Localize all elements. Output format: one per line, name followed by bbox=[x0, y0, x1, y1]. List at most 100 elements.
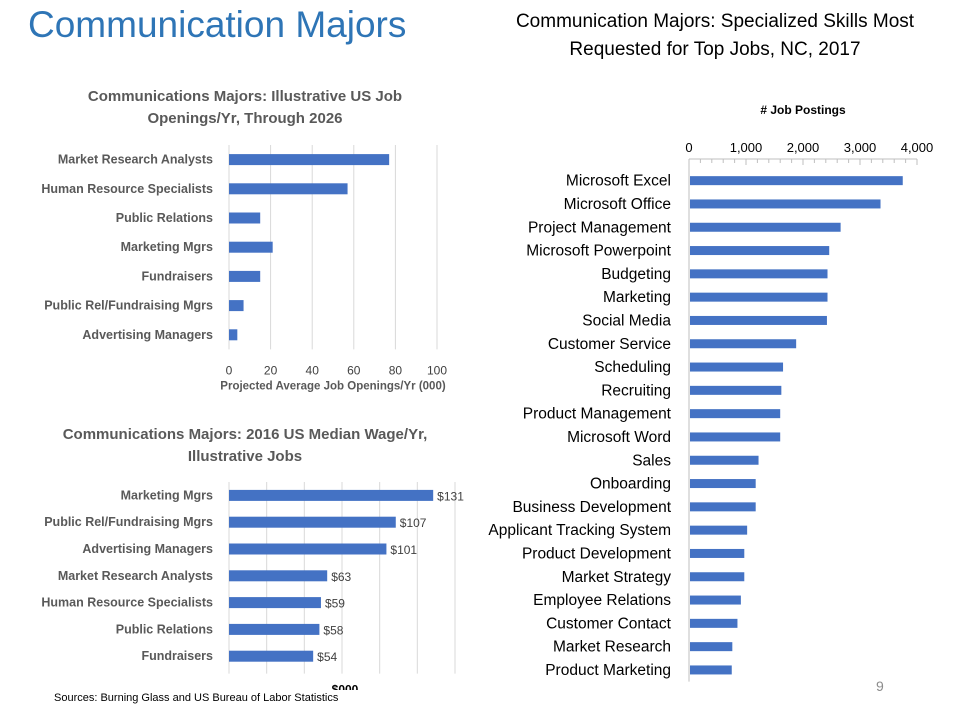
page-number: 9 bbox=[876, 678, 884, 694]
bar bbox=[229, 516, 396, 528]
category-label: Budgeting bbox=[601, 266, 671, 283]
bar bbox=[229, 650, 314, 662]
bar bbox=[229, 329, 238, 341]
bar bbox=[229, 154, 390, 166]
category-label: Social Media bbox=[582, 312, 671, 329]
category-label: Onboarding bbox=[590, 476, 671, 493]
x-tick-label: 2,000 bbox=[787, 140, 820, 155]
category-label: Marketing bbox=[603, 289, 671, 306]
bar bbox=[690, 455, 759, 465]
bar bbox=[690, 525, 748, 535]
bar bbox=[690, 548, 745, 558]
category-label: Market Strategy bbox=[562, 569, 672, 586]
bar bbox=[690, 665, 732, 675]
category-label: Sales bbox=[632, 452, 671, 469]
category-label: Public Relations bbox=[116, 622, 213, 636]
data-label: $59 bbox=[325, 597, 345, 611]
x-axis-label: # Job Postings bbox=[760, 103, 846, 117]
bar bbox=[229, 597, 321, 609]
category-label: Employee Relations bbox=[533, 592, 671, 609]
x-tick-label: 20 bbox=[264, 363, 278, 377]
category-label: Market Research Analysts bbox=[58, 153, 213, 167]
category-label: Fundraisers bbox=[141, 649, 213, 663]
data-label: $58 bbox=[323, 623, 343, 637]
bar bbox=[690, 502, 756, 512]
category-label: Applicant Tracking System bbox=[488, 522, 671, 539]
data-label: $63 bbox=[331, 570, 351, 584]
category-label: Product Development bbox=[522, 545, 672, 562]
median-wage-chart: Marketing Mgrs $131 Public Rel/Fundraising… bbox=[41, 482, 464, 690]
category-label: Customer Service bbox=[548, 336, 671, 353]
category-label: Customer Contact bbox=[546, 615, 672, 632]
x-tick-label: 0 bbox=[226, 363, 233, 377]
x-tick-label: 40 bbox=[306, 363, 320, 377]
bar bbox=[690, 176, 903, 186]
category-label: Product Marketing bbox=[545, 662, 671, 679]
bar bbox=[690, 199, 881, 209]
bar bbox=[229, 183, 348, 195]
category-label: Fundraisers bbox=[141, 269, 213, 283]
category-label: Project Management bbox=[528, 219, 672, 236]
bar bbox=[690, 432, 781, 442]
category-label: Microsoft Powerpoint bbox=[526, 243, 671, 260]
data-label: $101 bbox=[390, 543, 417, 557]
category-label: Market Research bbox=[553, 639, 671, 656]
bar bbox=[690, 409, 781, 419]
bar bbox=[690, 595, 741, 605]
x-tick-label: 4,000 bbox=[901, 140, 934, 155]
job-openings-chart-title: Communications Majors: Illustrative US J… bbox=[87, 88, 403, 127]
category-label: Market Research Analysts bbox=[58, 569, 213, 583]
bar bbox=[229, 623, 320, 635]
bar bbox=[229, 212, 261, 224]
category-label: Business Development bbox=[512, 499, 671, 516]
x-tick-label: 80 bbox=[389, 363, 403, 377]
category-label: Human Resource Specialists bbox=[41, 182, 213, 196]
category-label: Recruiting bbox=[601, 382, 671, 399]
category-label: Microsoft Excel bbox=[566, 173, 671, 190]
category-label: Marketing Mgrs bbox=[121, 488, 213, 502]
x-axis-label: Projected Average Job Openings/Yr (000) bbox=[220, 380, 446, 392]
x-tick-label: 3,000 bbox=[844, 140, 877, 155]
data-label: $54 bbox=[317, 650, 337, 664]
bar bbox=[690, 269, 828, 279]
bar bbox=[690, 618, 738, 628]
bar bbox=[690, 222, 841, 232]
category-label: Public Relations bbox=[116, 211, 213, 225]
bar bbox=[690, 315, 827, 325]
category-label: Product Management bbox=[523, 406, 672, 423]
x-tick-label: 60 bbox=[347, 363, 361, 377]
category-label: Microsoft Office bbox=[564, 196, 671, 213]
x-axis-unit-label: $000 bbox=[332, 683, 359, 690]
x-tick-label: 1,000 bbox=[730, 140, 763, 155]
bar bbox=[690, 385, 782, 395]
skills-chart-title: Communication Majors: Specialized Skills… bbox=[515, 11, 915, 60]
bar bbox=[229, 270, 261, 282]
bar bbox=[690, 642, 733, 652]
category-label: Human Resource Specialists bbox=[41, 596, 213, 610]
x-tick-label: 0 bbox=[685, 140, 692, 155]
category-label: Public Rel/Fundraising Mgrs bbox=[44, 299, 213, 313]
bar bbox=[229, 300, 244, 312]
bar bbox=[690, 479, 756, 489]
bar bbox=[690, 339, 797, 349]
category-label: Advertising Managers bbox=[82, 542, 213, 556]
category-label: Marketing Mgrs bbox=[121, 240, 213, 254]
bar bbox=[229, 241, 273, 253]
sources-note: Sources: Burning Glass and US Bureau of … bbox=[54, 692, 339, 704]
bar bbox=[690, 246, 830, 256]
bar bbox=[690, 572, 745, 582]
data-label: $131 bbox=[437, 489, 464, 503]
bar bbox=[229, 543, 387, 555]
bar bbox=[229, 570, 328, 582]
category-label: Microsoft Word bbox=[567, 429, 671, 446]
bar bbox=[229, 489, 434, 501]
category-label: Public Rel/Fundraising Mgrs bbox=[44, 515, 213, 529]
category-label: Advertising Managers bbox=[82, 328, 213, 342]
x-tick-label: 100 bbox=[427, 363, 447, 377]
bar bbox=[690, 292, 828, 302]
bar bbox=[690, 362, 784, 372]
category-label: Scheduling bbox=[594, 359, 671, 376]
skills-chart: # Job Postings 0 1,000 2,000 3,000 4,000 Micro… bbox=[488, 103, 934, 682]
job-openings-chart: 0 20 40 60 80 100 Market Research Analysts Huma… bbox=[41, 145, 447, 392]
slide-title: Communication Majors bbox=[28, 4, 407, 45]
